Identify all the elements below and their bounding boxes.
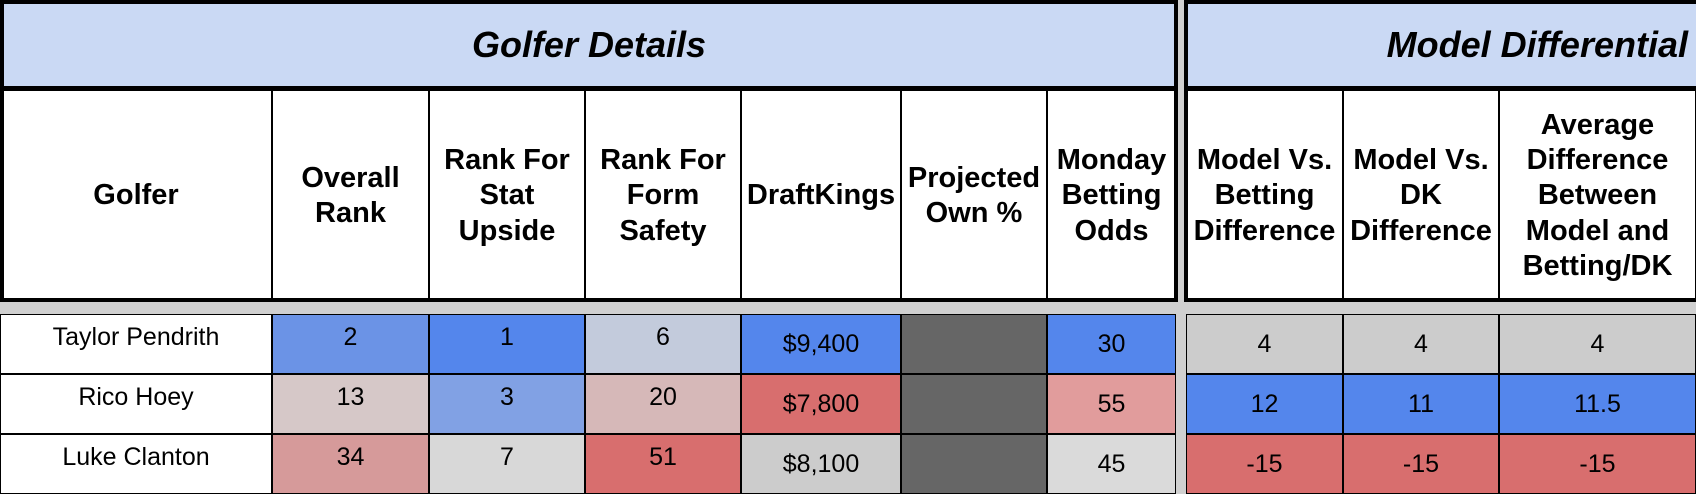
- golfer-name-cell: Rico Hoey: [0, 374, 272, 434]
- section-divider-vertical: [1176, 0, 1186, 494]
- cell-model-vs-betting: 4: [1186, 314, 1343, 374]
- header-frame-left: [0, 90, 1178, 302]
- cell-monday-odds: 30: [1047, 314, 1176, 374]
- column-header-overall-rank: Overall Rank: [272, 90, 429, 302]
- column-header-rank-form-safety: Rank For Form Safety: [585, 90, 741, 302]
- golfer-name-cell: Luke Clanton: [0, 434, 272, 494]
- column-header-projected-own: Projected Own %: [901, 90, 1047, 302]
- cell-projected-own: [901, 434, 1047, 494]
- cell-avg-difference: 11.5: [1499, 374, 1696, 434]
- section-title-golfer-details: Golfer Details: [0, 0, 1178, 90]
- cell-avg-difference: -15: [1499, 434, 1696, 494]
- golfer-name-cell: Taylor Pendrith: [0, 314, 272, 374]
- cell-monday-odds: 55: [1047, 374, 1176, 434]
- cell-draftkings: $8,100: [741, 434, 901, 494]
- cell-rank-form-safety: 51: [585, 434, 741, 494]
- column-header-golfer: Golfer: [0, 90, 272, 302]
- cell-draftkings: $7,800: [741, 374, 901, 434]
- column-header-monday-odds: Monday Betting Odds: [1047, 90, 1176, 302]
- section-divider-horizontal: [0, 302, 1696, 314]
- cell-overall-rank: 2: [272, 314, 429, 374]
- column-header-avg-difference: Average Difference Between Model and Bet…: [1499, 90, 1696, 302]
- cell-rank-stat-upside: 1: [429, 314, 585, 374]
- cell-overall-rank: 13: [272, 374, 429, 434]
- cell-projected-own: [901, 374, 1047, 434]
- cell-projected-own: [901, 314, 1047, 374]
- cell-draftkings: $9,400: [741, 314, 901, 374]
- column-header-model-vs-dk: Model Vs. DK Difference: [1343, 90, 1499, 302]
- cell-rank-stat-upside: 3: [429, 374, 585, 434]
- cell-monday-odds: 45: [1047, 434, 1176, 494]
- cell-overall-rank: 34: [272, 434, 429, 494]
- cell-rank-form-safety: 6: [585, 314, 741, 374]
- cell-model-vs-betting: 12: [1186, 374, 1343, 434]
- section-title-left-text: Golfer Details: [471, 24, 707, 65]
- header-frame-right: [1184, 90, 1696, 302]
- cell-model-vs-betting: -15: [1186, 434, 1343, 494]
- cell-model-vs-dk: -15: [1343, 434, 1499, 494]
- section-title-model-differential: Model Differential: [1184, 0, 1696, 90]
- cell-model-vs-dk: 4: [1343, 314, 1499, 374]
- column-header-draftkings: DraftKings: [741, 90, 901, 302]
- cell-rank-stat-upside: 7: [429, 434, 585, 494]
- section-title-right-text: Model Differential: [1386, 24, 1688, 65]
- cell-model-vs-dk: 11: [1343, 374, 1499, 434]
- column-header-model-vs-betting: Model Vs. Betting Difference: [1186, 90, 1343, 302]
- column-header-rank-stat-upside: Rank For Stat Upside: [429, 90, 585, 302]
- cell-rank-form-safety: 20: [585, 374, 741, 434]
- cell-avg-difference: 4: [1499, 314, 1696, 374]
